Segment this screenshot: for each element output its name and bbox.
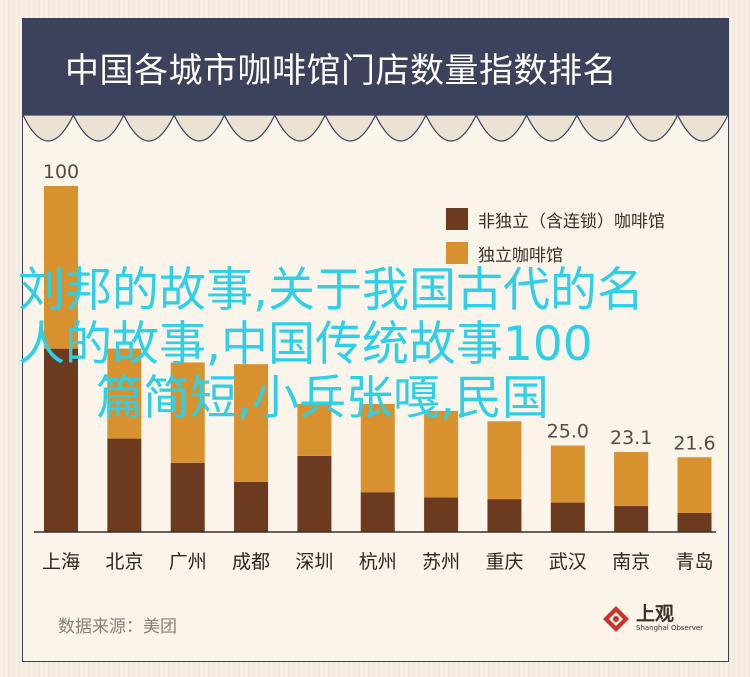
watermark-line: 人的故事,中国传统故事100 (18, 317, 593, 372)
bar-chain-上海 (44, 348, 78, 532)
logo-text-cn: 上观 (636, 603, 675, 625)
category-label: 北京 (105, 551, 143, 573)
scallop-shape (525, 115, 578, 142)
bar-independent-杭州 (360, 403, 395, 493)
logo-mark-icon (603, 605, 629, 632)
legend-label-independent: 独立咖啡馆 (478, 245, 563, 266)
data-source: 数据来源：美团 (58, 617, 177, 637)
category-label: 青岛 (675, 551, 713, 573)
scallop-shape (475, 115, 528, 142)
chart-frame: 中国各城市咖啡馆门店数量指数排名 (22, 18, 729, 662)
bar-independent-苏州 (424, 410, 459, 498)
category-label: 武汉 (549, 551, 587, 573)
category-label: 广州 (169, 551, 207, 573)
total-label: 23.1 (610, 427, 652, 449)
category-label: 上海 (42, 551, 80, 573)
bar-independent-深圳 (297, 403, 332, 456)
total-label: 25.0 (547, 421, 589, 443)
bar-independent-北京 (107, 348, 142, 439)
scallop-shape (676, 115, 728, 142)
bar-chain-北京 (107, 438, 142, 532)
scallop-shape (576, 115, 628, 142)
legend: 非独立（含连锁）咖啡馆 独立咖啡馆 (446, 202, 665, 270)
chart-title: 中国各城市咖啡馆门店数量指数排名 (65, 51, 617, 91)
scallop-shape (425, 115, 477, 142)
scallop-shape (374, 115, 427, 142)
scallop-shape (72, 115, 125, 142)
bar-independent-重庆 (487, 421, 522, 500)
category-label: 重庆 (485, 551, 523, 573)
scallop-shape (173, 115, 226, 142)
bar-chain-苏州 (424, 497, 459, 532)
logo-text-en: Shanghai Observer (636, 624, 704, 632)
legend-item-chain: 非独立（含连锁）咖啡馆 (446, 202, 665, 236)
bar-chain-青岛 (677, 512, 712, 532)
scallop-shape (23, 115, 75, 142)
total-label: 21.6 (673, 432, 715, 454)
legend-swatch-independent (446, 242, 468, 264)
category-label: 成都 (232, 551, 270, 573)
category-label: 苏州 (422, 551, 460, 573)
shanghai-observer-logo: 上观 Shanghai Observer (602, 604, 703, 633)
bar-chain-深圳 (297, 455, 332, 532)
bar-chain-成都 (234, 481, 269, 532)
bar-independent-成都 (234, 364, 269, 482)
bar-chain-武汉 (550, 502, 585, 532)
watermark-overlay: 刘邦的故事,关于我国古代的名 人的故事,中国传统故事100 篇简短,小兵张嘎,民… (18, 264, 718, 426)
bar-chain-重庆 (487, 499, 522, 532)
bar-chain-南京 (614, 506, 649, 532)
legend-label-chain: 非独立（含连锁）咖啡馆 (478, 211, 665, 232)
bar-independent-青岛 (677, 457, 712, 513)
watermark-line: 刘邦的故事,关于我国古代的名 (18, 263, 644, 318)
bar-independent-广州 (170, 362, 205, 463)
legend-item-independent: 独立咖啡馆 (446, 236, 665, 270)
watermark-line: 篇简短,小兵张嘎,民国 (96, 371, 549, 426)
scallop-shape (626, 115, 679, 142)
category-label: 深圳 (295, 551, 333, 573)
scallop-shape (223, 115, 276, 142)
scallop-shape (324, 115, 377, 142)
category-label: 杭州 (359, 551, 397, 573)
bar-independent-上海 (44, 186, 78, 349)
bar-independent-南京 (614, 452, 649, 507)
bar-chain-广州 (170, 462, 205, 532)
scallop-shape (274, 115, 326, 142)
title-band: 中国各城市咖啡馆门店数量指数排名 (23, 19, 728, 115)
scallop-shape (123, 115, 175, 142)
bar-chain-杭州 (360, 492, 395, 532)
legend-swatch-chain (446, 208, 468, 230)
category-label: 南京 (612, 551, 650, 573)
scallop-border (23, 115, 728, 142)
bar-independent-武汉 (550, 445, 585, 503)
total-label: 100 (43, 161, 79, 183)
